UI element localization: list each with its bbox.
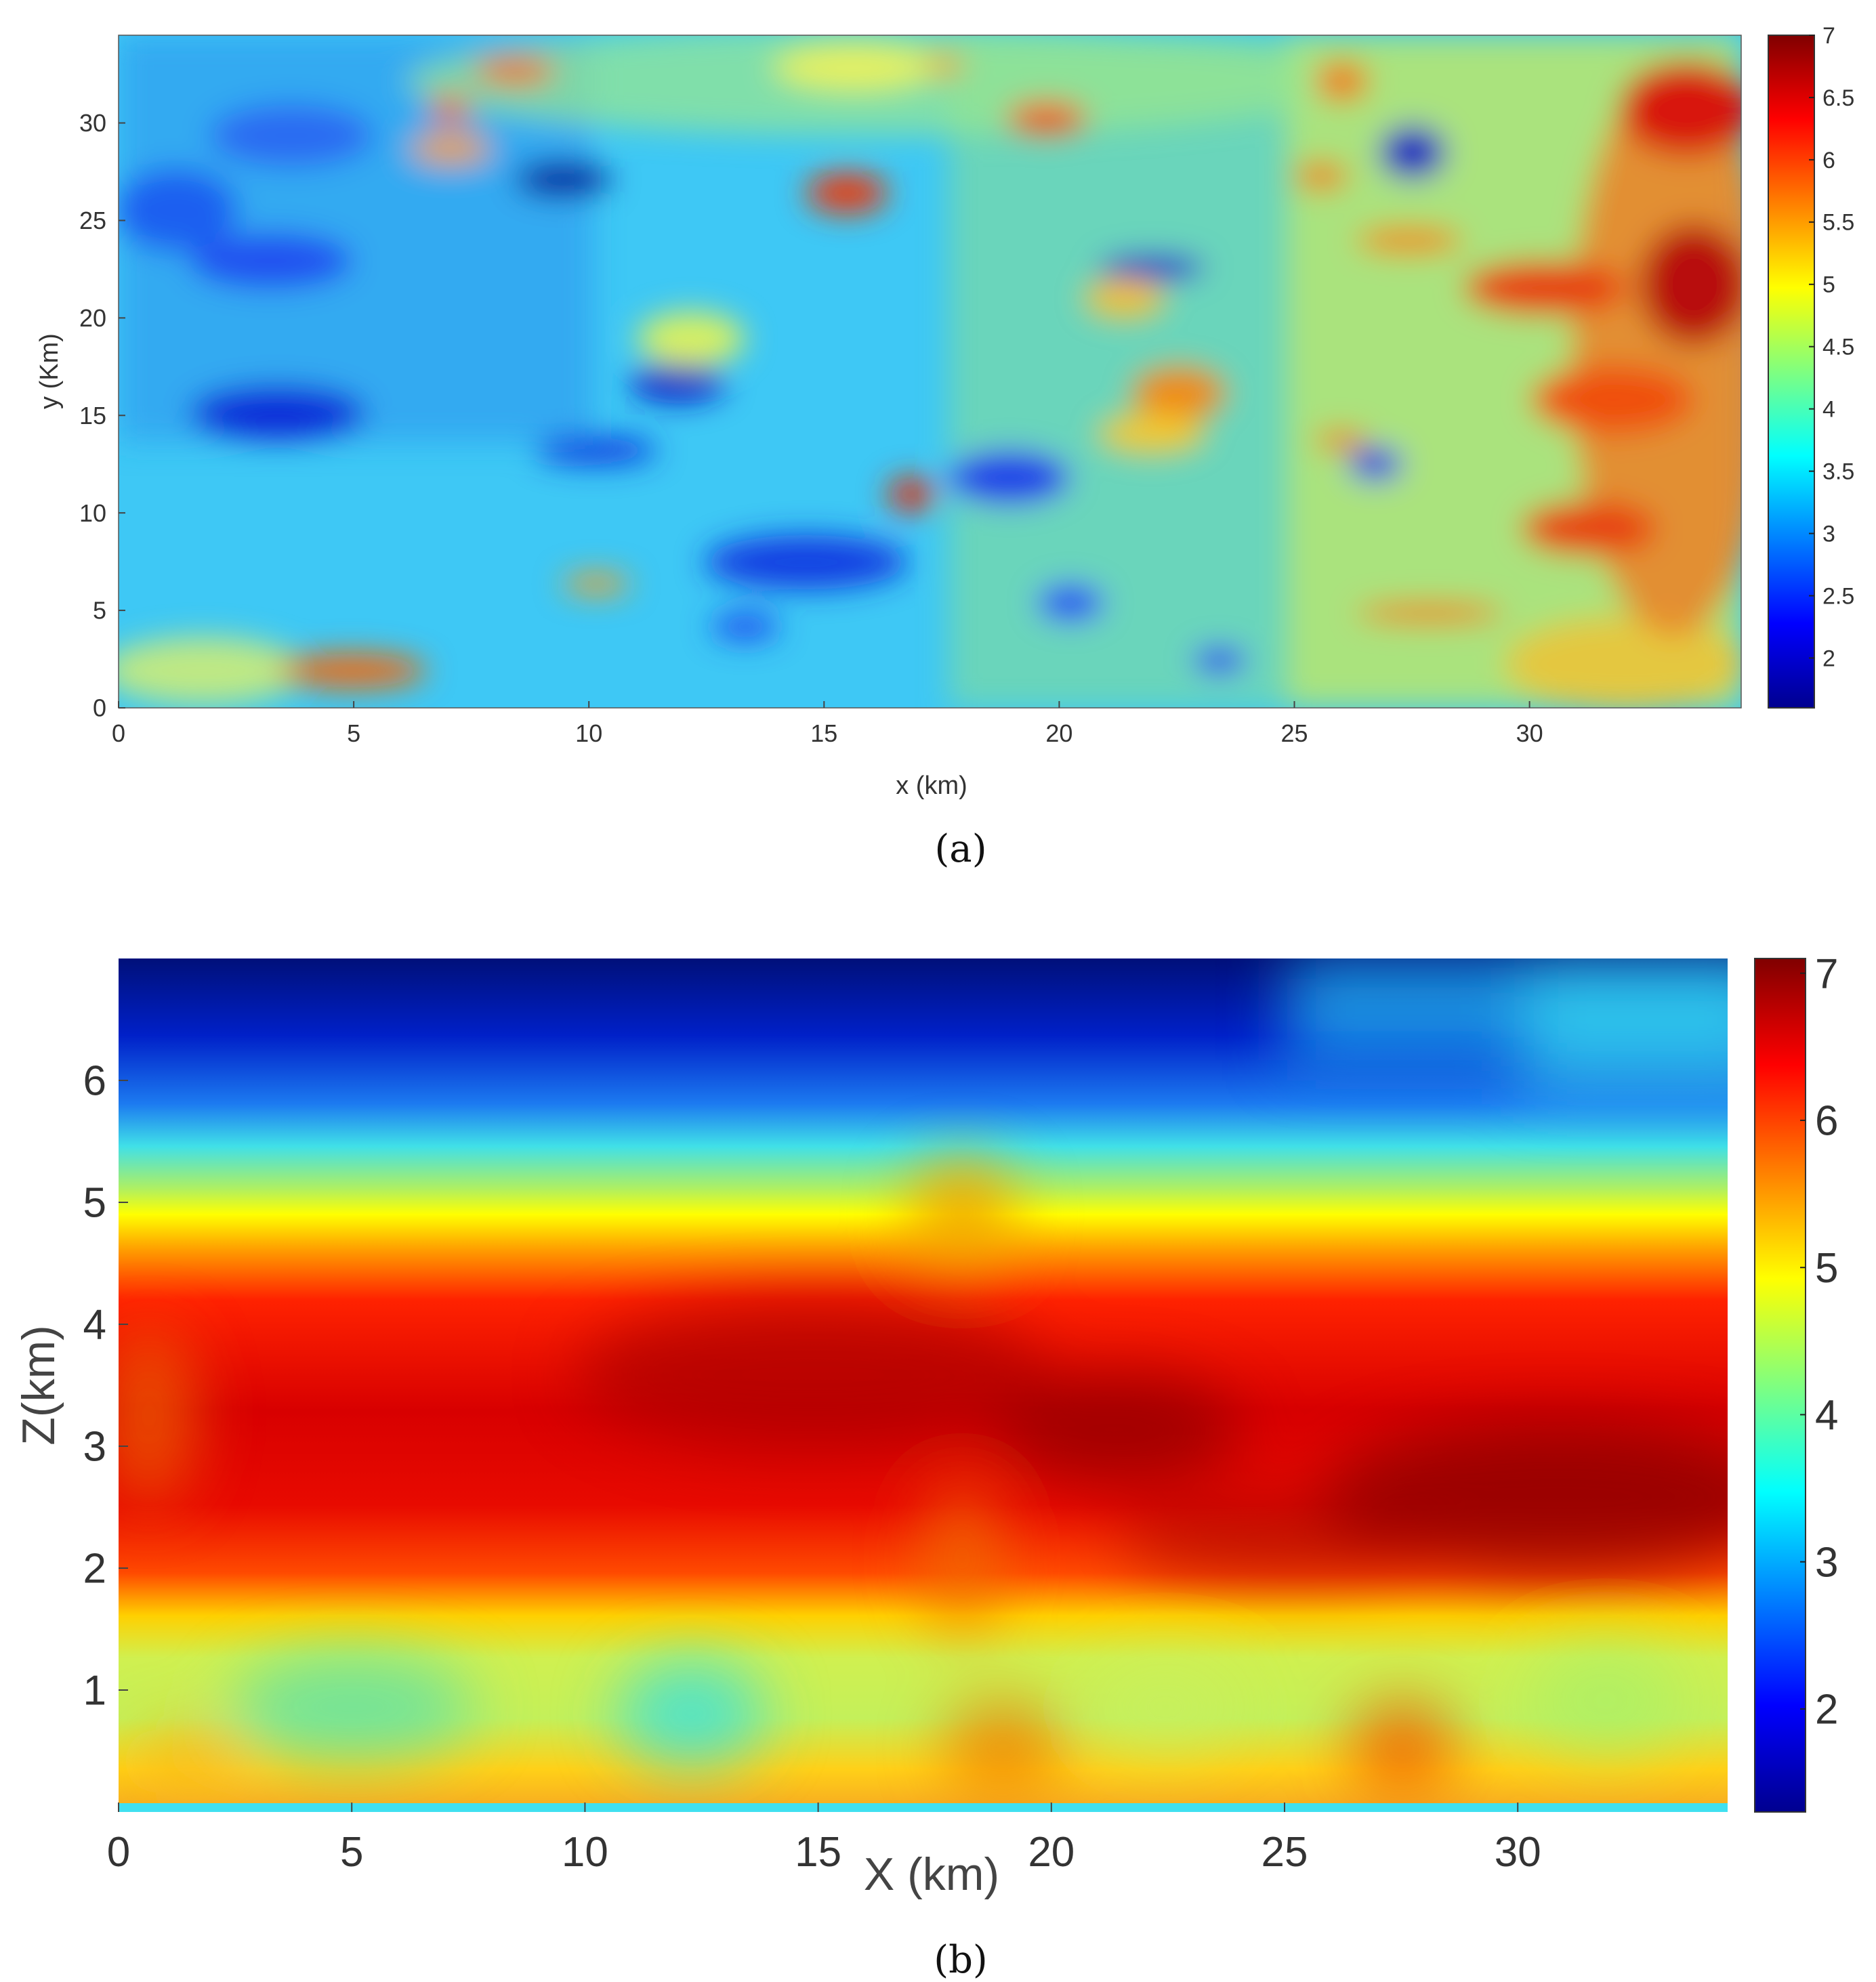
colorbar-tick-label: 5.5 xyxy=(1822,210,1854,236)
heatmap-b xyxy=(119,958,1728,1812)
colorbar-tick-label: 7 xyxy=(1815,950,1838,997)
colorbar-tick-label: 4.5 xyxy=(1822,335,1854,360)
y-tick-label: 10 xyxy=(79,499,106,527)
colorbar-tick-label: 3.5 xyxy=(1822,459,1854,485)
plot-frame-a xyxy=(118,35,1742,709)
x-tick-label: 0 xyxy=(107,1829,130,1876)
colorbar-tick-label: 6 xyxy=(1822,148,1835,173)
y-tick-label: 20 xyxy=(79,304,106,332)
axis-ticks-a: 0 5 10 15 20 25 30 0 5 10 15 20 25 30 7 6.5 6 5.5 5 4.5 4 3.5… xyxy=(79,23,1854,747)
panel-a: 0 5 10 15 20 25 30 0 5 10 15 20 25 30 7 6.5 6 5.5 5 4.5 4 3.5… xyxy=(35,23,1854,871)
y-tick-label: 5 xyxy=(93,597,106,625)
y-tick-label: 4 xyxy=(83,1302,106,1349)
colorbar-tick-label: 3 xyxy=(1815,1539,1838,1586)
y-tick-label: 30 xyxy=(79,109,106,137)
colorbar-tick-label: 6.5 xyxy=(1822,85,1854,111)
panel-label-b: (b) xyxy=(934,1938,988,1982)
x-tick-label: 10 xyxy=(562,1829,608,1876)
axis-ticks-b: 0 5 10 15 20 25 30 1 2 3 4 5 6 7 6 5 4 3 2 xyxy=(83,950,1839,1876)
x-tick-label: 20 xyxy=(1028,1829,1075,1876)
x-axis-label-a: x (km) xyxy=(896,772,967,800)
y-axis-label-b: Z(km) xyxy=(13,1325,64,1445)
colorbar-tick-label: 6 xyxy=(1815,1098,1838,1145)
y-tick-label: 3 xyxy=(83,1424,106,1471)
y-tick-label: 6 xyxy=(83,1058,106,1105)
colorbar-tick-label: 7 xyxy=(1822,23,1835,49)
x-tick-label: 15 xyxy=(795,1829,841,1876)
y-tick-label: 5 xyxy=(83,1180,106,1227)
x-tick-label: 30 xyxy=(1495,1829,1541,1876)
x-tick-label: 5 xyxy=(347,719,360,747)
colorbar-tick-label: 3 xyxy=(1822,521,1835,547)
colorbar-tick-label: 5 xyxy=(1822,272,1835,298)
x-tick-label: 0 xyxy=(112,719,125,747)
x-tick-label: 25 xyxy=(1262,1829,1308,1876)
y-tick-label: 25 xyxy=(79,207,106,234)
y-tick-label: 2 xyxy=(83,1546,106,1593)
x-tick-label: 20 xyxy=(1045,719,1072,747)
y-tick-label: 0 xyxy=(93,694,106,722)
heatmap-a xyxy=(119,35,1741,708)
colorbar-tick-label: 2 xyxy=(1815,1687,1838,1733)
colorbar-a xyxy=(1768,35,1815,709)
colorbar-tick-label: 4 xyxy=(1822,397,1835,423)
panel-b: 0 5 10 15 20 25 30 1 2 3 4 5 6 7 6 5 4 3 2 X (km) Z(km) (b… xyxy=(13,950,1838,1982)
x-tick-label: 5 xyxy=(340,1829,363,1876)
x-axis-label-b: X (km) xyxy=(864,1849,999,1900)
colorbar-tick-label: 2.5 xyxy=(1822,583,1854,609)
colorbar-tick-label: 2 xyxy=(1822,646,1835,671)
panel-label-a: (a) xyxy=(934,827,986,871)
colorbar-tick-label: 5 xyxy=(1815,1245,1838,1292)
x-tick-label: 15 xyxy=(810,719,837,747)
x-tick-label: 25 xyxy=(1280,719,1308,747)
colorbar-b xyxy=(1754,958,1806,1813)
x-tick-label: 10 xyxy=(575,719,602,747)
x-tick-label: 30 xyxy=(1516,719,1543,747)
y-axis-label-a: y (Km) xyxy=(35,333,64,409)
y-tick-label: 15 xyxy=(79,402,106,429)
colorbar-tick-label: 4 xyxy=(1815,1392,1838,1439)
y-tick-label: 1 xyxy=(83,1668,106,1714)
